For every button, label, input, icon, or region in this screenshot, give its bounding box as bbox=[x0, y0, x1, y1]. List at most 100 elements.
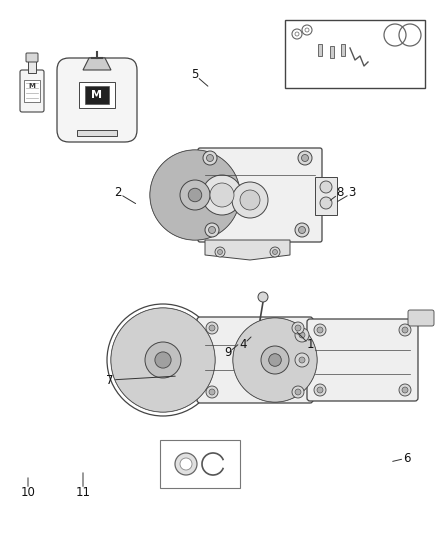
Circle shape bbox=[399, 324, 411, 336]
FancyBboxPatch shape bbox=[408, 310, 434, 326]
Circle shape bbox=[121, 318, 205, 402]
Circle shape bbox=[233, 318, 317, 402]
Circle shape bbox=[295, 353, 309, 367]
Polygon shape bbox=[205, 240, 290, 260]
Circle shape bbox=[206, 322, 218, 334]
Bar bbox=[79, 82, 115, 108]
Circle shape bbox=[261, 346, 289, 374]
Polygon shape bbox=[83, 58, 111, 70]
Text: 5: 5 bbox=[191, 69, 199, 82]
Circle shape bbox=[177, 176, 213, 213]
Circle shape bbox=[114, 311, 212, 409]
Text: 4: 4 bbox=[239, 338, 247, 351]
Circle shape bbox=[292, 386, 304, 398]
Circle shape bbox=[295, 32, 299, 36]
Circle shape bbox=[233, 318, 317, 402]
Circle shape bbox=[268, 354, 281, 366]
Circle shape bbox=[254, 339, 296, 381]
Circle shape bbox=[272, 249, 278, 254]
Circle shape bbox=[180, 180, 210, 210]
Circle shape bbox=[135, 332, 191, 388]
Circle shape bbox=[210, 183, 234, 207]
Bar bbox=[160, 440, 240, 488]
Circle shape bbox=[301, 155, 308, 161]
Bar bbox=[315, 177, 337, 215]
Circle shape bbox=[153, 154, 237, 237]
Circle shape bbox=[218, 249, 223, 254]
Bar bbox=[77, 130, 117, 136]
Circle shape bbox=[163, 163, 227, 227]
Circle shape bbox=[206, 386, 218, 398]
Circle shape bbox=[402, 387, 408, 393]
Circle shape bbox=[118, 315, 208, 405]
Bar bbox=[285, 20, 425, 88]
Circle shape bbox=[295, 389, 301, 395]
Circle shape bbox=[150, 150, 240, 240]
Bar bbox=[28, 60, 36, 73]
FancyBboxPatch shape bbox=[20, 70, 44, 112]
Circle shape bbox=[240, 325, 310, 395]
Text: 2: 2 bbox=[114, 187, 122, 199]
Bar bbox=[318, 44, 322, 56]
Circle shape bbox=[180, 180, 210, 210]
Circle shape bbox=[141, 338, 184, 382]
Circle shape bbox=[208, 227, 215, 233]
Circle shape bbox=[258, 343, 293, 377]
Text: 6: 6 bbox=[403, 451, 411, 464]
Text: 10: 10 bbox=[21, 486, 35, 498]
Circle shape bbox=[251, 335, 300, 384]
Circle shape bbox=[305, 28, 309, 32]
Circle shape bbox=[317, 387, 323, 393]
Circle shape bbox=[209, 389, 215, 395]
Circle shape bbox=[167, 167, 223, 223]
Text: 8: 8 bbox=[336, 187, 344, 199]
Circle shape bbox=[314, 324, 326, 336]
Circle shape bbox=[299, 227, 305, 233]
Circle shape bbox=[258, 292, 268, 302]
FancyBboxPatch shape bbox=[307, 319, 418, 401]
Circle shape bbox=[157, 157, 233, 233]
Circle shape bbox=[232, 182, 268, 218]
Circle shape bbox=[261, 346, 289, 374]
Circle shape bbox=[205, 223, 219, 237]
Circle shape bbox=[292, 322, 304, 334]
FancyBboxPatch shape bbox=[26, 53, 38, 62]
Bar bbox=[85, 86, 109, 104]
Text: 11: 11 bbox=[75, 486, 91, 498]
Circle shape bbox=[244, 328, 307, 392]
Circle shape bbox=[299, 357, 305, 363]
Circle shape bbox=[270, 247, 280, 257]
Text: M: M bbox=[92, 90, 102, 100]
Circle shape bbox=[298, 151, 312, 165]
Circle shape bbox=[111, 308, 215, 412]
Circle shape bbox=[247, 332, 303, 388]
Circle shape bbox=[295, 325, 301, 331]
Circle shape bbox=[399, 384, 411, 396]
Bar bbox=[330, 46, 334, 58]
FancyBboxPatch shape bbox=[197, 317, 313, 403]
Circle shape bbox=[175, 453, 197, 475]
Circle shape bbox=[402, 327, 408, 333]
Circle shape bbox=[128, 325, 198, 395]
Text: M: M bbox=[28, 83, 35, 89]
Circle shape bbox=[202, 175, 242, 215]
Circle shape bbox=[237, 321, 314, 399]
Circle shape bbox=[173, 173, 217, 217]
Circle shape bbox=[138, 335, 188, 385]
Circle shape bbox=[295, 223, 309, 237]
Circle shape bbox=[150, 150, 240, 240]
Circle shape bbox=[155, 352, 171, 368]
Circle shape bbox=[314, 384, 326, 396]
FancyBboxPatch shape bbox=[57, 58, 137, 142]
Text: 3: 3 bbox=[348, 187, 356, 199]
Bar bbox=[341, 44, 345, 56]
Circle shape bbox=[317, 327, 323, 333]
Circle shape bbox=[295, 328, 309, 342]
Circle shape bbox=[209, 325, 215, 331]
Bar bbox=[24, 80, 40, 102]
Text: 9: 9 bbox=[224, 346, 232, 359]
Circle shape bbox=[299, 332, 305, 338]
Circle shape bbox=[170, 170, 220, 220]
Circle shape bbox=[206, 155, 213, 161]
Circle shape bbox=[215, 247, 225, 257]
